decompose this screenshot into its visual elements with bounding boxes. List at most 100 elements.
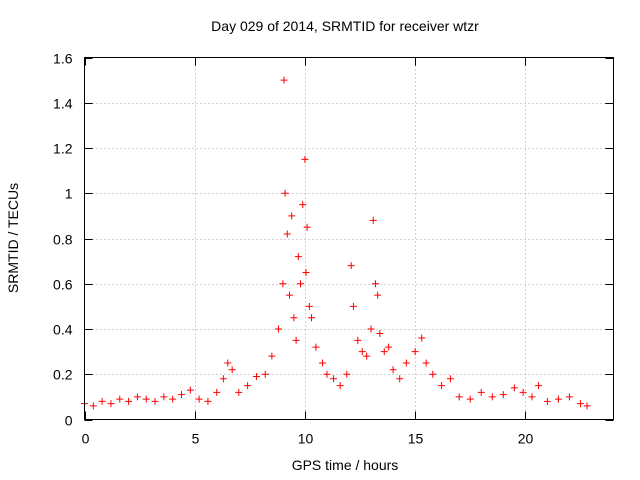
data-point — [376, 330, 384, 338]
x-tick-label: 20 — [518, 431, 534, 447]
data-point — [169, 395, 177, 403]
y-tick-label: 0.6 — [53, 277, 73, 293]
y-tick-label: 0 — [65, 413, 73, 429]
data-point — [107, 400, 115, 408]
data-point — [186, 386, 194, 394]
data-point — [374, 291, 382, 299]
data-point — [224, 359, 232, 367]
data-point — [554, 395, 562, 403]
data-point — [396, 375, 404, 383]
data-point — [455, 393, 463, 401]
data-point — [535, 382, 543, 390]
data-point — [330, 375, 338, 383]
data-point — [279, 280, 287, 288]
data-point — [438, 382, 446, 390]
data-point — [280, 76, 288, 84]
data-point — [418, 334, 426, 342]
data-point — [219, 375, 227, 383]
y-tick-label: 1.2 — [53, 141, 73, 157]
data-point — [380, 348, 388, 356]
data-point — [371, 280, 379, 288]
data-point — [294, 253, 302, 261]
data-point — [89, 402, 97, 410]
data-point — [543, 397, 551, 405]
x-tick-label: 0 — [82, 431, 90, 447]
data-point — [510, 384, 518, 392]
data-point — [528, 393, 536, 401]
data-point — [499, 391, 507, 399]
data-point — [274, 325, 282, 333]
data-point — [302, 268, 310, 276]
data-point — [281, 189, 289, 197]
data-point — [133, 393, 141, 401]
data-point — [213, 388, 221, 396]
data-point — [268, 352, 276, 360]
data-point — [235, 388, 243, 396]
data-point — [446, 375, 454, 383]
x-axis-label: GPS time / hours — [292, 457, 399, 473]
y-axis-label: SRMTID / TECUs — [5, 183, 21, 293]
data-point — [252, 373, 260, 381]
data-point — [312, 343, 320, 351]
data-point — [283, 230, 291, 238]
data-point — [244, 382, 252, 390]
data-point — [466, 395, 474, 403]
y-tick-label: 0.2 — [53, 367, 73, 383]
data-point — [290, 314, 298, 322]
data-point — [308, 314, 316, 322]
data-point — [297, 280, 305, 288]
data-point — [323, 370, 331, 378]
data-point — [576, 400, 584, 408]
data-point — [177, 391, 185, 399]
data-point — [367, 325, 375, 333]
data-point — [261, 370, 269, 378]
data-point — [299, 201, 307, 209]
chart-title: Day 029 of 2014, SRMTID for receiver wtz… — [211, 18, 479, 34]
data-point — [358, 348, 366, 356]
data-point — [385, 343, 393, 351]
data-point — [285, 291, 293, 299]
y-tick-label: 1.4 — [53, 96, 73, 112]
data-point — [347, 262, 355, 270]
data-point — [565, 393, 573, 401]
data-point — [228, 366, 236, 374]
data-point — [125, 397, 133, 405]
x-tick-label: 5 — [192, 431, 200, 447]
data-point — [204, 397, 212, 405]
data-point — [369, 216, 377, 224]
x-tick-label: 15 — [408, 431, 424, 447]
data-point — [349, 302, 357, 310]
data-point — [303, 223, 311, 231]
data-point — [142, 395, 150, 403]
data-point — [319, 359, 327, 367]
data-points — [81, 76, 591, 410]
data-point — [411, 348, 419, 356]
data-point — [429, 370, 437, 378]
axis-ticks — [84, 57, 614, 421]
data-point — [363, 352, 371, 360]
data-point — [292, 336, 300, 344]
data-point — [343, 370, 351, 378]
data-point — [389, 366, 397, 374]
x-tick-label: 10 — [298, 431, 314, 447]
data-point — [354, 336, 362, 344]
data-point — [160, 393, 168, 401]
y-tick-label: 0.8 — [53, 232, 73, 248]
data-point — [477, 388, 485, 396]
grid-lines — [84, 57, 614, 420]
data-point — [583, 402, 591, 410]
data-point — [301, 155, 309, 163]
y-tick-label: 1.6 — [53, 51, 73, 67]
data-point — [98, 397, 106, 405]
tick-labels: 0 0.2 0.4 0.6 0.8 1 1.2 1.4 1.6 0 5 10 15 20 — [53, 51, 533, 447]
plot-frame — [84, 57, 614, 420]
data-point — [488, 393, 496, 401]
y-tick-label: 0.4 — [53, 322, 73, 338]
data-point — [422, 359, 430, 367]
data-point — [402, 359, 410, 367]
data-point — [519, 388, 527, 396]
data-point — [336, 382, 344, 390]
y-tick-label: 1 — [65, 186, 73, 202]
data-point — [305, 302, 313, 310]
